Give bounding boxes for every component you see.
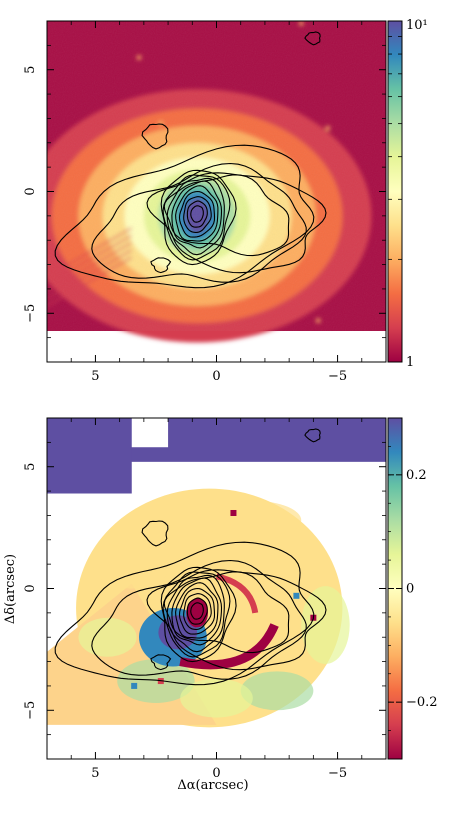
intensity-contour <box>304 31 321 46</box>
intensity-contour <box>304 428 321 443</box>
y-tick-label: −5 <box>23 304 38 323</box>
intensity-contour <box>162 174 231 261</box>
intensity-contour <box>141 520 169 547</box>
velocity-map-panel: 5 0 −5 5 0 −5 0.2 0 −0.2 Δα(arcsec) Δδ(arcsec) <box>3 417 438 793</box>
x-tick-label: −5 <box>328 369 347 384</box>
colorbar-tick-label: 10¹ <box>406 18 428 33</box>
intensity-contour <box>54 541 315 686</box>
intensity-image <box>47 21 386 362</box>
residual-patch <box>78 617 137 657</box>
x-tick-label: 0 <box>212 369 220 384</box>
intensity-contour <box>141 123 169 150</box>
intensity-contour <box>160 566 237 663</box>
intensity-contour <box>171 577 223 646</box>
intensity-contour <box>146 569 327 671</box>
intensity-contour <box>178 587 216 635</box>
x-tick-label: −5 <box>328 766 347 781</box>
intensity-contour <box>54 144 315 289</box>
intensity-contour <box>175 582 219 639</box>
intensity-contour <box>186 200 208 228</box>
y-tick-label: −5 <box>23 701 38 720</box>
x-tick-label: 0 <box>212 766 220 781</box>
colorbar-tick-label: 0.2 <box>406 468 427 483</box>
redshift-arc <box>179 623 279 670</box>
residual-pixel <box>230 509 237 516</box>
masked-region <box>47 418 132 494</box>
intensity-contour <box>183 593 212 630</box>
colorbar-tick-label: 1 <box>406 355 414 370</box>
colorbar-tick-label: 0 <box>406 582 414 597</box>
y-tick-label: 5 <box>23 463 38 471</box>
intensity-contour <box>171 180 223 249</box>
x-tick-label: 5 <box>91 766 99 781</box>
colorbar-tick-label: −0.2 <box>406 695 438 710</box>
residual-image <box>47 418 386 759</box>
intensity-contour <box>160 169 237 266</box>
intensity-contour <box>166 177 225 256</box>
redshift-arc <box>215 573 259 614</box>
residual-patch <box>301 586 350 665</box>
residual-patch <box>240 671 314 711</box>
residual-patch <box>180 678 253 718</box>
residual-pixel <box>131 682 138 689</box>
intensity-contour <box>150 654 172 671</box>
y-tick-label: 0 <box>23 584 38 592</box>
colorbar: 1 10¹ <box>387 18 428 370</box>
intensity-contour <box>162 571 231 658</box>
intensity-contour <box>178 190 216 238</box>
intensity-map-panel: 5 0 −5 5 0 −5 1 10¹ <box>23 18 428 384</box>
intensity-contour <box>190 205 204 223</box>
intensity-contour <box>91 559 307 680</box>
intensity-contour <box>166 574 225 653</box>
intensity-contour <box>146 172 327 274</box>
colorbar-gradient <box>387 20 403 363</box>
intensity-contour <box>183 196 212 233</box>
colorbar: 0.2 0 −0.2 <box>387 417 438 760</box>
residual-pixel <box>293 592 300 599</box>
x-tick-label: 5 <box>91 369 99 384</box>
x-axis-label: Δα(arcsec) <box>177 778 248 793</box>
residual-patch <box>93 539 171 589</box>
y-tick-label: 5 <box>23 66 38 74</box>
intensity-contour <box>190 602 204 620</box>
blank-region <box>131 418 169 448</box>
residual-patch <box>117 659 195 703</box>
y-axis-label: Δδ(arcsec) <box>3 554 18 624</box>
intensity-contour <box>175 185 219 242</box>
intensity-contour <box>186 597 208 625</box>
y-tick-label: 0 <box>23 187 38 195</box>
intensity-contour <box>150 257 172 274</box>
residual-patch <box>204 500 302 540</box>
intensity-contour <box>91 162 307 283</box>
